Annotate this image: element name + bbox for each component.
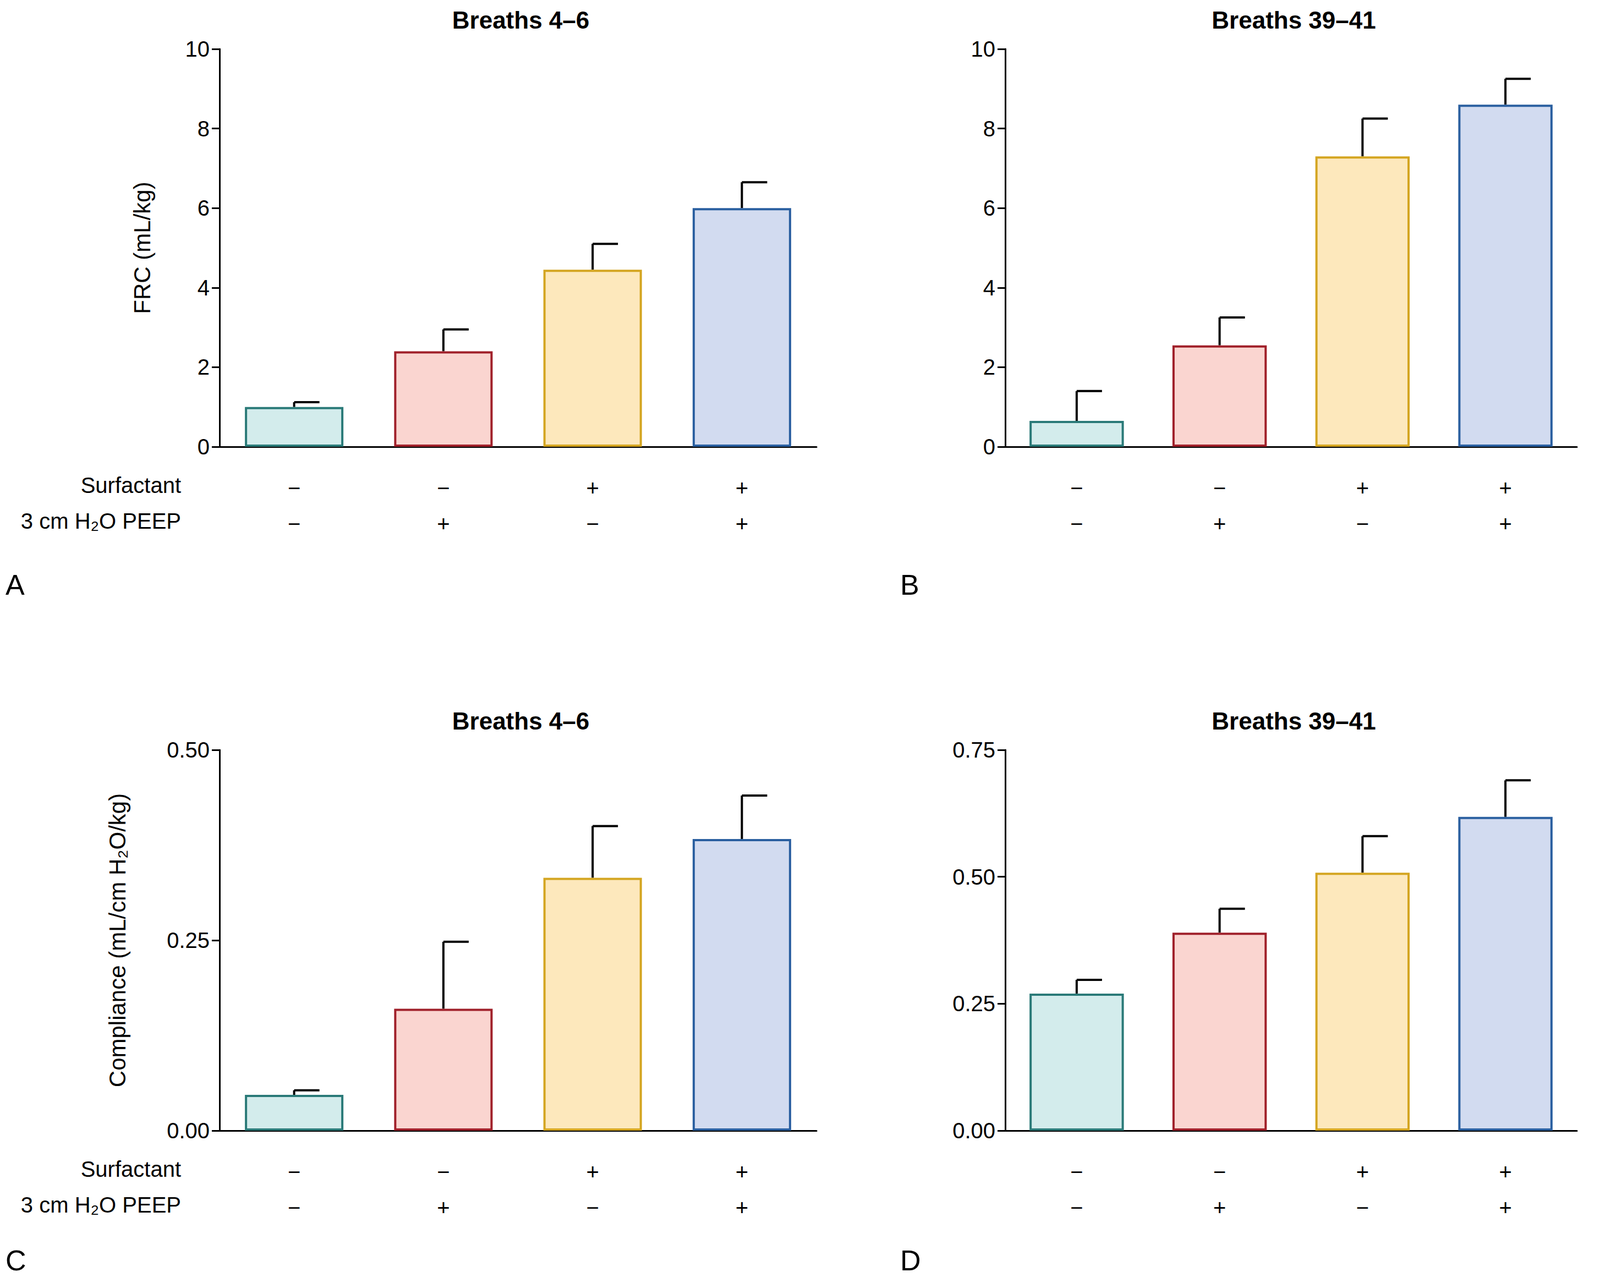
svg-text:−: − xyxy=(585,511,599,536)
svg-text:0.50: 0.50 xyxy=(952,864,996,890)
svg-text:4: 4 xyxy=(983,275,996,300)
svg-text:Breaths 4–6: Breaths 4–6 xyxy=(452,6,590,34)
svg-text:+: + xyxy=(1356,475,1369,501)
svg-text:0: 0 xyxy=(197,434,210,459)
svg-text:10: 10 xyxy=(971,36,996,62)
svg-text:Surfactant: Surfactant xyxy=(80,473,182,498)
svg-text:+: + xyxy=(735,1159,749,1185)
svg-text:8: 8 xyxy=(197,116,210,141)
svg-text:A: A xyxy=(5,568,25,601)
svg-text:+: + xyxy=(735,511,749,536)
svg-text:FRC (mL/kg): FRC (mL/kg) xyxy=(129,181,156,314)
svg-text:Breaths 4–6: Breaths 4–6 xyxy=(452,707,590,735)
svg-text:−: − xyxy=(436,1159,450,1185)
svg-text:+: + xyxy=(585,1159,599,1185)
svg-text:0.00: 0.00 xyxy=(166,1118,210,1143)
svg-text:+: + xyxy=(1498,1159,1512,1185)
svg-text:0.50: 0.50 xyxy=(166,737,210,763)
svg-text:+: + xyxy=(1356,1159,1369,1185)
svg-text:2: 2 xyxy=(197,354,210,380)
svg-text:Compliance (mL/cm H₂O/kg): Compliance (mL/cm H₂O/kg) xyxy=(104,793,131,1088)
svg-text:0.25: 0.25 xyxy=(952,991,996,1016)
svg-text:0: 0 xyxy=(983,434,996,459)
svg-text:C: C xyxy=(5,1244,27,1277)
svg-text:10: 10 xyxy=(185,36,211,62)
svg-text:+: + xyxy=(436,1195,450,1220)
svg-text:+: + xyxy=(436,511,450,536)
svg-text:3 cm H₂O PEEP: 3 cm H₂O PEEP xyxy=(20,508,182,534)
svg-text:3 cm H₂O PEEP: 3 cm H₂O PEEP xyxy=(20,1192,182,1218)
svg-text:8: 8 xyxy=(983,116,996,141)
svg-text:−: − xyxy=(287,1195,301,1220)
svg-text:+: + xyxy=(1213,511,1226,536)
svg-text:+: + xyxy=(1498,1195,1512,1220)
svg-text:+: + xyxy=(1498,511,1512,536)
svg-text:0.75: 0.75 xyxy=(952,737,996,763)
svg-text:0.00: 0.00 xyxy=(952,1118,996,1143)
svg-text:Surfactant: Surfactant xyxy=(80,1157,182,1182)
svg-text:+: + xyxy=(735,1195,749,1220)
svg-text:+: + xyxy=(585,475,599,501)
svg-text:−: − xyxy=(287,511,301,536)
svg-text:Breaths 39–41: Breaths 39–41 xyxy=(1211,6,1376,34)
svg-text:−: − xyxy=(287,475,301,501)
svg-text:6: 6 xyxy=(197,195,210,221)
svg-text:6: 6 xyxy=(983,195,996,221)
svg-text:−: − xyxy=(1213,1159,1226,1185)
svg-text:0.25: 0.25 xyxy=(166,928,210,953)
svg-text:+: + xyxy=(735,475,749,501)
svg-text:D: D xyxy=(900,1244,922,1277)
svg-text:−: − xyxy=(1356,1195,1369,1220)
svg-text:+: + xyxy=(1498,475,1512,501)
svg-text:−: − xyxy=(1070,475,1083,501)
svg-text:−: − xyxy=(287,1159,301,1185)
svg-text:−: − xyxy=(1070,1159,1083,1185)
svg-text:2: 2 xyxy=(983,354,996,380)
svg-text:−: − xyxy=(1070,1195,1083,1220)
svg-text:4: 4 xyxy=(197,275,210,300)
svg-text:−: − xyxy=(1070,511,1083,536)
svg-text:−: − xyxy=(585,1195,599,1220)
svg-text:−: − xyxy=(1213,475,1226,501)
svg-text:−: − xyxy=(436,475,450,501)
svg-text:+: + xyxy=(1213,1195,1226,1220)
svg-text:B: B xyxy=(900,568,920,601)
svg-text:−: − xyxy=(1356,511,1369,536)
svg-text:Breaths 39–41: Breaths 39–41 xyxy=(1211,707,1376,735)
